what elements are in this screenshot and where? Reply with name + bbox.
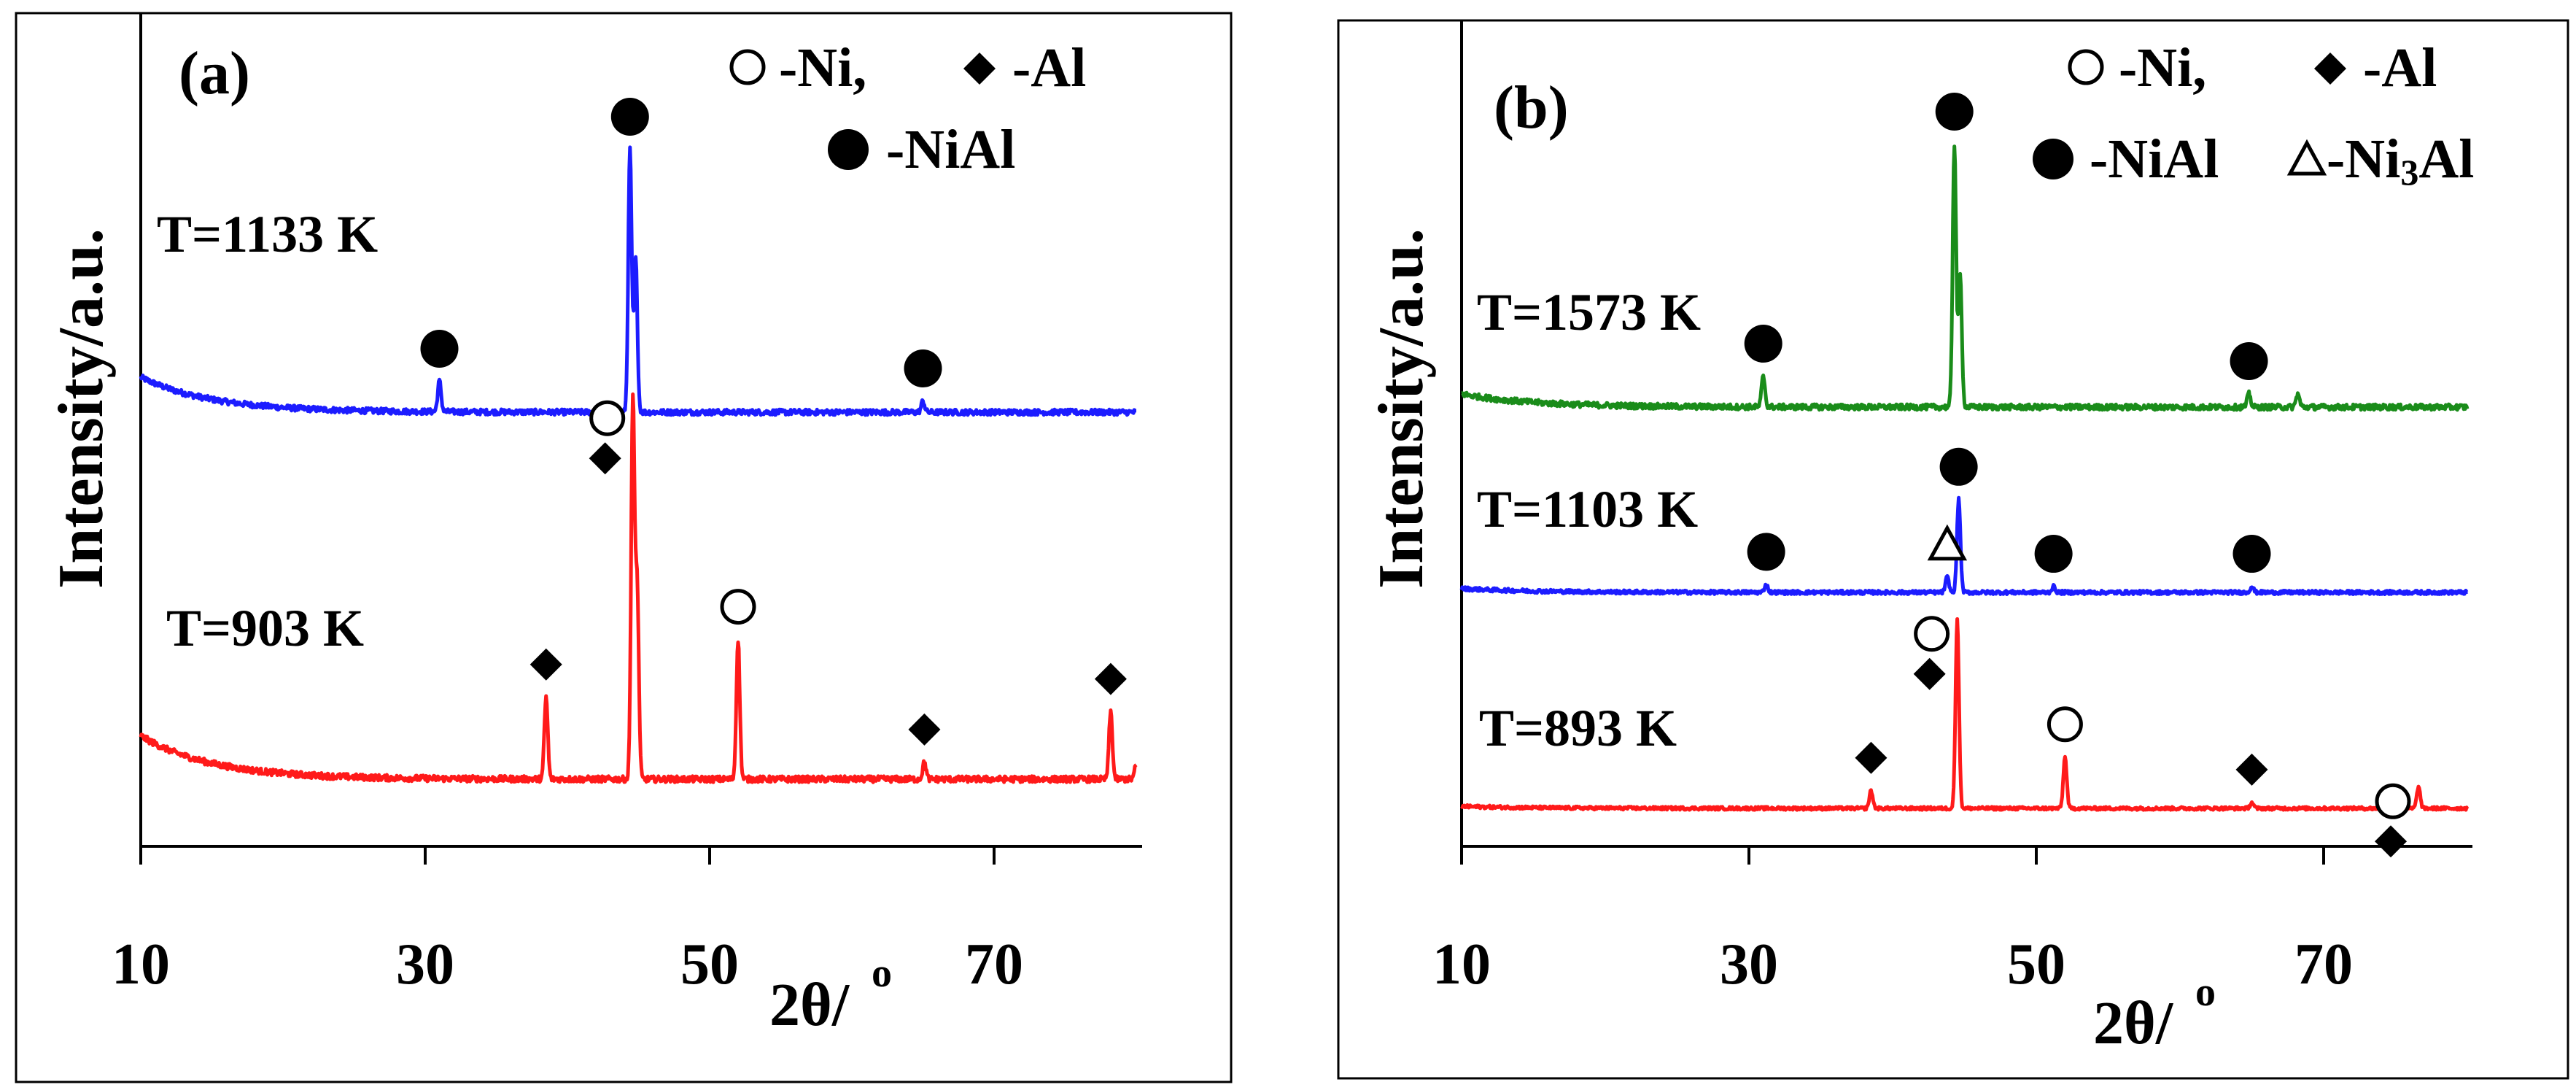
peak-1-2-3-al-marker [2235,753,2268,786]
panel-a-markers [420,98,1127,746]
panel-a-tick-label-50: 50 [680,932,739,997]
peak-0-1-4-al-marker [908,713,941,746]
series-line-1103k [1459,495,2469,596]
panel-a-series [139,145,1138,784]
panel-b-label: (b) [1494,74,1569,142]
legend-diamond-icon [2314,53,2346,85]
peak-1-1-1-ni3al-marker [1927,524,1968,561]
panel-a-tick-label-10: 10 [112,932,170,997]
peak-1-1-3-nial-marker [2034,535,2073,573]
panel-b-series-label-1: T=1103 K [1477,480,1698,538]
peak-1-1-0-nial-marker [1747,533,1785,571]
panel-a-tick-label-70: 70 [965,932,1023,997]
series-line-1573k [1460,144,2470,412]
legend-open-circle-icon [729,49,766,85]
peak-0-0-3-nial-marker [904,349,942,387]
panel-b-series-label-0: T=1573 K [1477,283,1701,341]
panel-a-series-label-1: T=903 K [166,599,364,657]
panel-a-legend-ni: -Ni, [779,37,866,98]
peak-1-0-3-nial-marker [2230,342,2268,380]
panel-b-legend-al: -Al [2363,37,2437,98]
legend-filled-circle-icon [2033,139,2073,179]
panel-a-ticks [139,846,996,865]
panel-b-ticks [1460,846,2325,865]
peak-1-2-2-ni-marker [2047,706,2083,743]
series-line-893k [1460,617,2470,812]
panel-b-tick-label-10: 10 [1432,932,1491,997]
peak-1-1-4-nial-marker [2232,535,2271,573]
peak-1-2-1-ni-marker [1914,616,1950,652]
panel-a: (a) Intensity/a.u. T=1133 K T=903 K 10 3… [46,13,1142,1039]
panel-a-x-axis-degree: o [872,951,892,996]
panel-b-series-label-2: T=893 K [1479,699,1677,757]
peak-0-1-1b-al-marker [589,442,621,475]
panel-b-tick-label-50: 50 [2007,932,2065,997]
panel-b-tick-label-70: 70 [2294,932,2353,997]
peak-1-2-4b-al-marker [2375,825,2408,858]
panel-b-markers [1744,93,2411,858]
peak-0-0-1-nial-marker [610,98,649,136]
legend-open-circle-icon [2068,49,2104,85]
legend-triangle-icon [2286,139,2327,176]
panel-a-series-label-0: T=1133 K [157,205,378,263]
panel-a-legend-al: -Al [1012,37,1086,98]
panel-b-legend-ni: -Ni, [2119,37,2206,98]
peak-1-0-0-nial-marker [1744,325,1782,363]
panel-a-legend-nial: -NiAl [886,119,1015,180]
series-line-1133k [139,145,1138,417]
panel-b-x-axis-degree: o [2195,970,2216,1015]
panel-b: (b) Intensity/a.u. T=1573 K T=1103 K T=8… [1366,20,2474,1057]
peak-1-1-2-nial-marker [1939,447,1978,486]
panel-a-legend: -Ni, -Al -NiAl [729,37,1086,180]
legend-diamond-icon [963,53,996,85]
panel-b-legend-ni3al: -Ni3Al [2327,128,2474,193]
panel-a-label: (a) [179,39,250,107]
peak-0-1-1-ni-marker [589,400,626,436]
peak-0-0-0-nial-marker [420,330,459,368]
panel-b-series [1459,144,2470,812]
series-line-903k [139,392,1138,784]
peak-1-2-0-al-marker [1855,741,1888,774]
legend-ni3al-main: -Ni [2327,128,2400,190]
panel-b-y-axis-label: Intensity/a.u. [1366,228,1437,589]
legend-ni3al-tail: Al [2418,128,2474,190]
peak-0-1-0-al-marker [529,648,562,681]
peak-0-1-5-al-marker [1094,662,1127,695]
panel-a-tick-label-30: 30 [396,932,454,997]
peak-1-2-4-ni-marker [2375,783,2411,819]
panel-b-tick-label-30: 30 [1720,932,1778,997]
peak-0-1-3-ni-marker [720,589,756,625]
panel-a-frame [15,12,1233,1083]
panel-b-x-axis-label: 2θ/ [2093,989,2174,1057]
legend-ni3al-sub: 3 [2400,152,2418,193]
panel-a-y-axis-label: Intensity/a.u. [46,228,117,589]
peak-1-2-1b-al-marker [1913,657,1946,690]
panel-b-legend-nial: -NiAl [2090,128,2219,190]
panel-b-legend: -Ni, -Al -NiAl -Ni3Al [2033,37,2474,193]
panel-a-x-axis-label: 2θ/ [769,971,850,1039]
legend-filled-circle-icon [828,129,869,170]
peak-1-0-1-nial-marker [1935,93,1974,131]
